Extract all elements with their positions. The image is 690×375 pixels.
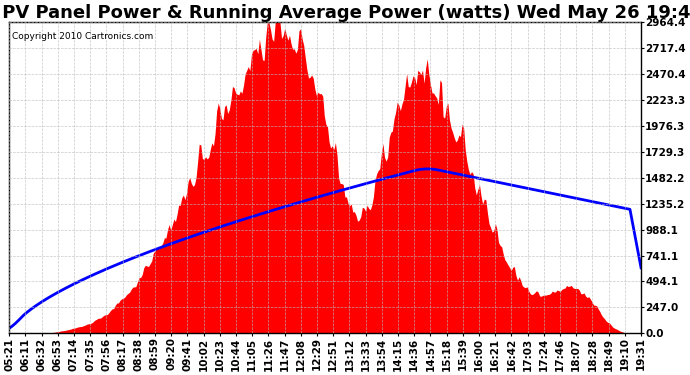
Text: Copyright 2010 Cartronics.com: Copyright 2010 Cartronics.com [12, 32, 154, 40]
Title: Total PV Panel Power & Running Average Power (watts) Wed May 26 19:44: Total PV Panel Power & Running Average P… [0, 4, 690, 22]
